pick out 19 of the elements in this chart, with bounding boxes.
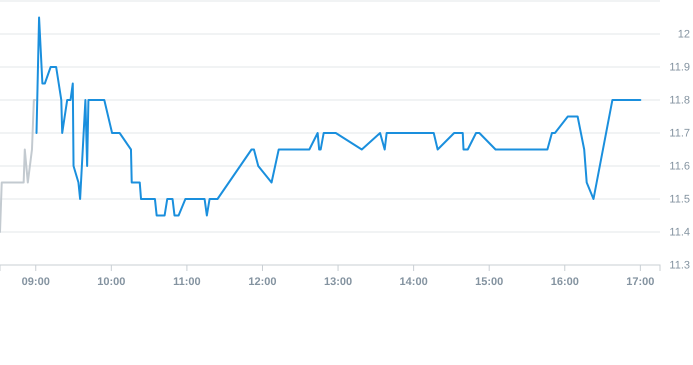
x-tick-label: 16:00 [550,276,579,288]
line-series [0,99,36,233]
y-tick-label: 12 [678,28,690,41]
x-tick-label: 15:00 [475,276,504,288]
y-tick-label: 11.6 [669,160,690,173]
x-tick-label: 10:00 [97,276,126,288]
x-tick-label: 17:00 [626,276,654,288]
x-tick-label: 14:00 [400,276,428,288]
x-tick-label: 09:00 [22,276,50,288]
x-tick-label: 11:00 [173,276,201,288]
y-tick-label: 11.8 [669,94,690,107]
y-tick-label: 11.5 [669,194,690,206]
x-tick-label: 13:00 [324,276,352,288]
y-tick-label: 11.9 [669,62,690,74]
y-tick-label: 11.4 [669,226,690,239]
y-tick-label: 11.3 [669,260,690,272]
line-series [36,16,642,216]
y-tick-label: 11.7 [669,128,690,140]
x-tick-label: 12:00 [248,276,277,288]
